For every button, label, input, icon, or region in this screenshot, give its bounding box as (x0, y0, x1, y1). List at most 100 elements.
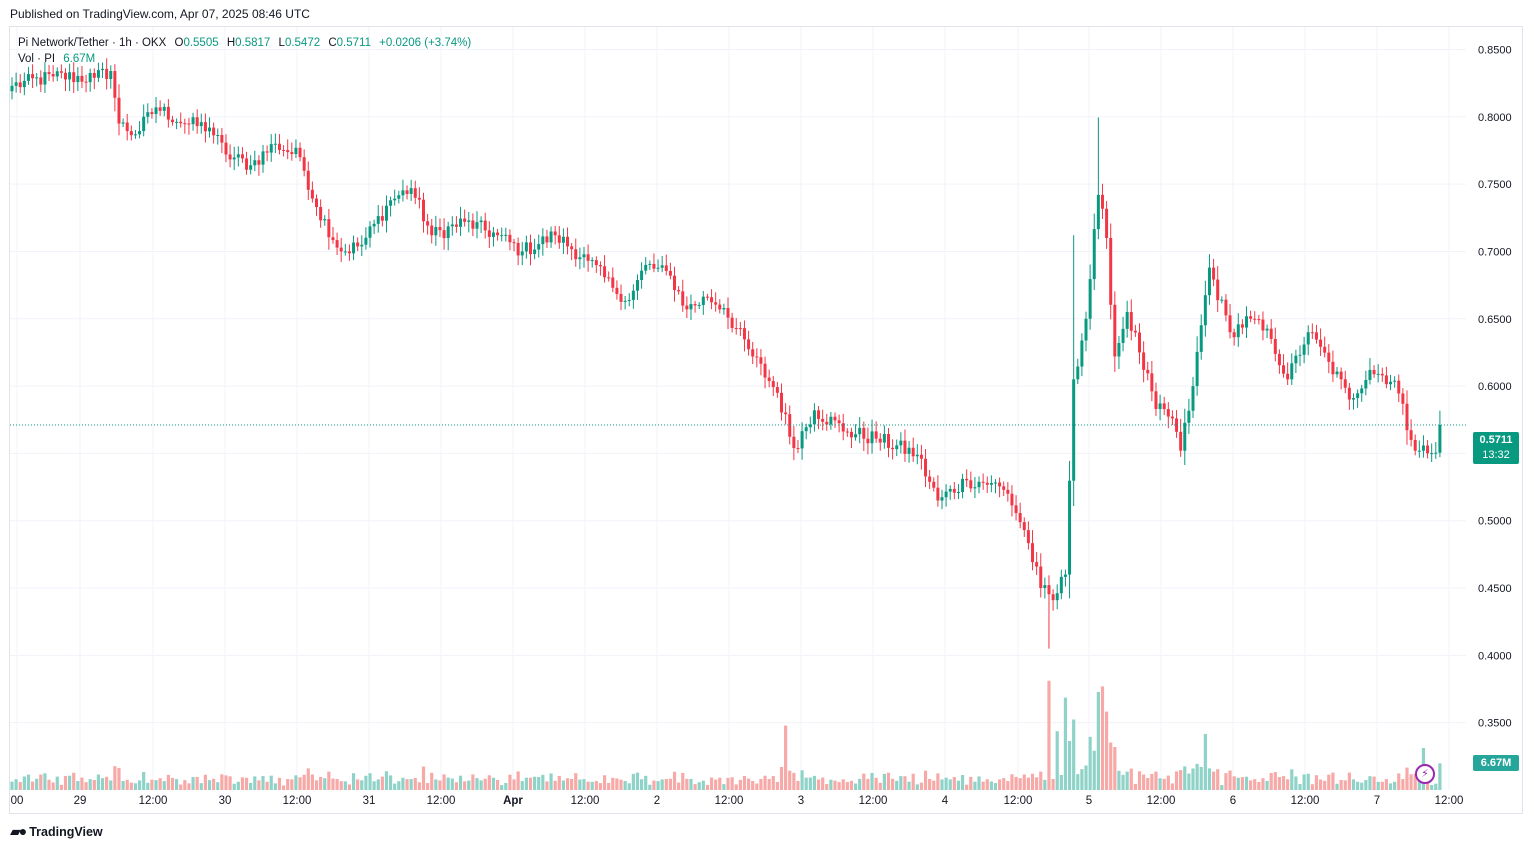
volume-bar (117, 767, 121, 790)
candle-body (817, 410, 821, 419)
candle-body (1026, 530, 1030, 544)
candle-body (1166, 409, 1170, 417)
candle-body (722, 307, 726, 310)
volume-bar (491, 777, 496, 790)
x-tick-label: 12:00 (715, 795, 744, 807)
lightning-icon[interactable]: ⚡ (1415, 764, 1435, 784)
volume-bar (602, 775, 607, 790)
volume-bar (1047, 680, 1051, 790)
candles (10, 58, 1442, 649)
volume-bar (1368, 776, 1372, 790)
candle-body (1010, 493, 1014, 506)
candle-body (47, 72, 51, 75)
candle-body (1298, 354, 1302, 356)
candle-body (450, 224, 454, 227)
candle-body (360, 244, 364, 247)
legend-l-label: L (278, 37, 285, 49)
candle-body (199, 122, 203, 127)
volume-bar (80, 777, 84, 790)
volume-bar (183, 780, 187, 790)
volume-bar (952, 777, 956, 790)
candle-body (1088, 279, 1092, 319)
candle-body (1109, 237, 1113, 305)
candle-body (51, 74, 55, 77)
volume-bar (903, 776, 907, 790)
volume-bar (347, 784, 352, 790)
volume-bar (631, 773, 635, 790)
volume-bar (1335, 783, 1339, 790)
candle-body (286, 150, 290, 153)
chart-frame[interactable] (9, 26, 1523, 814)
volume-bar (351, 773, 356, 790)
candle-body (1249, 316, 1253, 319)
candle-body (1347, 387, 1351, 400)
volume-bar (1199, 766, 1203, 790)
volume-bar (759, 779, 763, 790)
candle-body (603, 266, 607, 278)
candle-body (520, 251, 524, 256)
volume-bar (273, 783, 277, 790)
candle-body (228, 154, 232, 160)
volume-bar (1331, 772, 1335, 790)
volume-bar (1207, 768, 1212, 790)
volume-bar (1388, 783, 1393, 790)
volume-bar (767, 779, 771, 790)
candle-body (101, 68, 105, 71)
candle-body (1286, 373, 1290, 380)
volume-bar (956, 780, 961, 790)
volume-bar (730, 777, 734, 790)
candle-body (1146, 369, 1150, 374)
x-tick-label: 30 (219, 795, 232, 807)
volume-bar (1051, 778, 1055, 790)
candle-body (1072, 379, 1076, 481)
volume-bar (129, 782, 133, 790)
volume-bar (504, 783, 508, 790)
volume-bar (685, 778, 689, 790)
x-tick-label: 12:00 (139, 795, 168, 807)
candle-body (648, 263, 652, 265)
candle-body (747, 339, 751, 350)
volume-bar (907, 781, 911, 790)
candle-body (405, 190, 409, 194)
volume-bar (1187, 773, 1191, 790)
volume-bar (339, 781, 343, 790)
candle-body (475, 222, 479, 229)
volume-bar (306, 768, 310, 790)
volume-bar (763, 775, 767, 790)
candle-body (1138, 332, 1142, 353)
volume-bar (158, 778, 162, 790)
volume-bar (1109, 742, 1113, 790)
candle-body (911, 447, 915, 457)
volume-bar (660, 779, 664, 790)
candle-body (989, 483, 993, 485)
legend-low: 0.5472 (284, 37, 321, 49)
candle-body (1290, 363, 1294, 380)
volume-bar (1121, 774, 1125, 790)
candle-body (1360, 388, 1364, 394)
volume-bar (553, 780, 557, 790)
legend: Pi Network/Tether · 1h · OKX O0.5505 H0.… (18, 35, 471, 67)
candle-body (504, 234, 508, 236)
candle-body (858, 427, 862, 435)
candle-body (438, 227, 442, 231)
volume-bar (191, 776, 195, 790)
volume-bar (1096, 692, 1100, 790)
volume-bar (886, 772, 891, 790)
candle-body (1409, 430, 1413, 440)
volume-bar (1220, 785, 1224, 790)
candle-body (269, 144, 273, 153)
candle-body (1269, 328, 1273, 339)
volume-bar (816, 779, 821, 790)
candle-body (524, 242, 528, 252)
volume-bar (302, 774, 306, 790)
x-tick-label: 4 (942, 795, 949, 807)
candle-body (236, 154, 240, 158)
candle-body (138, 131, 142, 135)
candle-body (208, 127, 212, 132)
volume-bar (796, 780, 800, 790)
volume-bar (1080, 769, 1084, 790)
legend-c-label: C (328, 37, 337, 49)
volume-bar (998, 779, 1002, 790)
volume-bar (1030, 773, 1035, 790)
